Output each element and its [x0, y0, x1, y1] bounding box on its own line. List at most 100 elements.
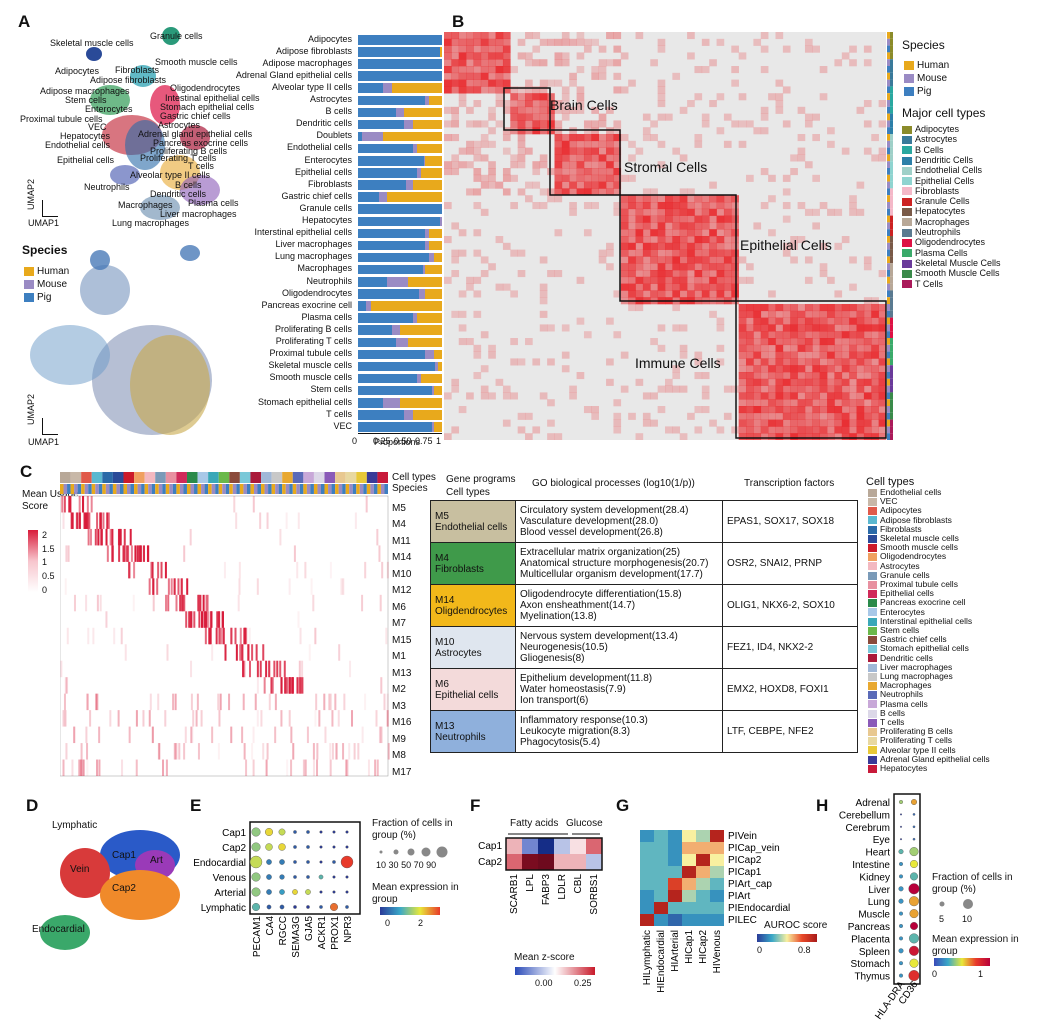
g-cell — [696, 914, 710, 926]
f-col-label: LDLR — [557, 874, 568, 900]
e-expr-title: Mean expression in group — [372, 882, 459, 905]
species-human: Human — [24, 266, 69, 277]
h-frac-legend — [939, 899, 973, 909]
g-cell — [668, 830, 682, 842]
g-row-label: PICap_vein — [728, 843, 780, 854]
panel-label-g: G — [616, 796, 630, 815]
proportion-bar-h — [429, 240, 442, 251]
proportion-bar-h — [433, 422, 442, 432]
e-frac-legend — [379, 846, 448, 858]
h-dot — [912, 837, 916, 841]
g-cell — [682, 914, 696, 926]
h-dot — [908, 933, 919, 944]
e-col-label: CA4 — [265, 916, 276, 936]
g-cell — [640, 878, 654, 890]
g-cell — [640, 902, 654, 914]
f-col-label: SCARB1 — [509, 874, 520, 914]
f-tick: 0.25 — [574, 978, 592, 988]
program-celltype: M14 Oligdendrocytes — [430, 584, 516, 627]
box-immune: Immune Cells — [635, 355, 721, 371]
h-dot — [908, 970, 920, 982]
proportion-bar-p — [358, 325, 392, 335]
e-dot — [279, 859, 285, 865]
b-species-mouse: Mouse — [904, 73, 947, 84]
heatmap-f: Cap1 Cap2 SCARB1 LPL FABP3 LDLR CBL SORBS1 — [478, 833, 603, 915]
proportion-xlabel: Proportions — [374, 437, 421, 447]
celltype-legend-item: B cells — [868, 708, 905, 718]
celltype-legend-item: Smooth muscle cells — [868, 543, 958, 552]
proportion-bar-p — [358, 95, 426, 106]
panel-label-a: A — [18, 12, 31, 31]
major-celltype-item: Dendritic Cells — [902, 155, 973, 165]
proportion-bar-h — [408, 277, 442, 287]
proportion-bar-p — [358, 264, 423, 275]
module-label: M11 — [392, 535, 411, 547]
g-cell — [640, 830, 654, 842]
e-col-label: GJA5 — [304, 916, 315, 941]
major-celltype-item: Smooth Muscle Cells — [902, 268, 1000, 278]
celltype-legend-item: Proximal tubule cells — [868, 580, 958, 589]
e-col-label: NPR3 — [343, 916, 354, 943]
module-label: M2 — [392, 684, 406, 696]
proportion-bar-p — [358, 337, 396, 348]
proportion-bar-h — [400, 398, 442, 408]
panel-label-c: C — [20, 462, 33, 481]
h-frac-tick: 5 — [939, 914, 945, 924]
proportion-bar-h — [425, 264, 442, 275]
header-cell-types: Cell types — [446, 487, 490, 498]
umap-label: Intestinal epithelial cells — [165, 93, 260, 103]
proportion-bar-m — [404, 410, 413, 420]
umap-label: VEC — [88, 122, 107, 132]
h-row-label: Spleen — [859, 947, 890, 958]
proportion-bar-p — [358, 180, 406, 190]
celltype-legend-item: VEC — [868, 497, 897, 506]
celltype-legend-item: Fibroblasts — [868, 524, 922, 534]
similarity-heatmap — [444, 32, 893, 440]
proportion-bar-p — [358, 252, 430, 263]
e-dot — [306, 830, 310, 834]
major-celltype-item: Granule Cells — [902, 196, 970, 206]
h-dot — [909, 847, 919, 857]
proportion-bar-p — [358, 398, 384, 408]
panel-label-h: H — [816, 796, 829, 815]
e-dot — [266, 874, 272, 880]
e-dot — [279, 904, 285, 910]
celltype-legend-item: Skeletal muscle cells — [868, 534, 959, 543]
proportion-bar-h — [429, 228, 442, 239]
e-dot — [293, 845, 297, 849]
e-dot — [319, 845, 323, 849]
e-dot — [251, 842, 261, 852]
celltype-legend-item: T cells — [868, 718, 904, 727]
h-row-label: Adrenal — [856, 798, 890, 809]
major-celltype-item: Astrocytes — [902, 134, 957, 144]
umap-label: Fibroblasts — [115, 65, 160, 75]
proportion-bar-m — [362, 131, 384, 142]
umap-label: Adipose fibroblasts — [90, 75, 167, 85]
e-dot — [251, 887, 261, 897]
g-cell — [710, 842, 724, 854]
proportion-bar-m — [366, 301, 371, 311]
proportion-bar-m — [412, 143, 417, 154]
e-dot — [332, 875, 336, 879]
umap-label: Granule cells — [150, 31, 203, 41]
g-cell — [710, 902, 724, 914]
proportion-bar-h — [408, 337, 442, 348]
b-species-title: Species — [902, 38, 945, 52]
major-celltype-item: Oligodendrocytes — [902, 237, 985, 247]
usage-legend-title: Mean Usage Score — [22, 489, 79, 512]
program-tf: OSR2, SNAI2, PRNP — [722, 542, 858, 585]
h-expr-tick: 0 — [932, 969, 938, 979]
major-celltype-item: Plasma Cells — [902, 248, 968, 258]
celltype-legend-item: Adipose fibroblasts — [868, 515, 952, 525]
proportion-bar-p — [358, 385, 432, 396]
proportion-bar-h — [425, 289, 442, 299]
proportion-bar-m — [425, 228, 430, 239]
h-row-label: Heart — [866, 848, 891, 859]
proportion-bar-m — [395, 107, 405, 118]
h-dot — [898, 973, 903, 978]
proportion-bar-m — [429, 252, 434, 263]
h-dot — [899, 838, 902, 841]
e-dot — [266, 904, 272, 910]
proportion-bar-m — [387, 277, 409, 287]
major-celltype-item: Epithelial Cells — [902, 176, 974, 186]
